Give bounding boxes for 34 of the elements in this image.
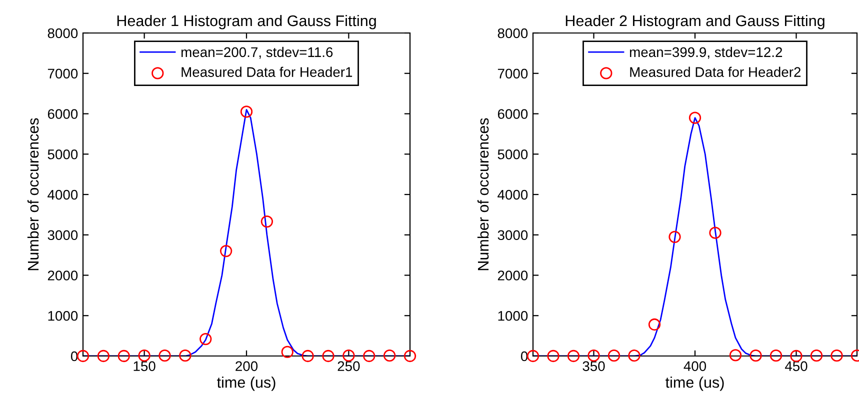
y-tick-label: 5000 bbox=[48, 149, 78, 160]
y-tick-label: 2000 bbox=[498, 270, 528, 280]
y-tick-label: 2000 bbox=[48, 270, 78, 280]
y-tick-label: 3000 bbox=[48, 230, 78, 240]
y-axis-title: Number of occurences bbox=[27, 118, 39, 270]
y-tick-label: 4000 bbox=[498, 190, 528, 200]
legend-label: Measured Data for Header1 bbox=[182, 66, 352, 77]
x-tick-label: 450 bbox=[784, 361, 808, 372]
y-tick-label: 0 bbox=[520, 351, 528, 362]
y-tick-label: 6000 bbox=[48, 109, 78, 119]
x-tick-label: 250 bbox=[338, 361, 360, 372]
chart-title: Header 1 Histogram and Gauss Fitting bbox=[117, 14, 376, 30]
y-tick-label: 3000 bbox=[498, 230, 528, 240]
y-tick-label: 7000 bbox=[498, 68, 528, 79]
x-tick-label: 400 bbox=[684, 361, 706, 372]
legend-label: mean=399.9, stdev=12.2 bbox=[630, 46, 782, 59]
legend-label: mean=200.7, stdev=11.6 bbox=[181, 46, 333, 59]
y-tick-label: 7000 bbox=[48, 68, 78, 79]
y-tick-label: 4000 bbox=[48, 190, 78, 200]
x-tick-label: 350 bbox=[582, 361, 605, 372]
x-axis-title: time (us) bbox=[666, 376, 724, 391]
y-tick-label: 6000 bbox=[498, 109, 528, 119]
y-tick-label: 1000 bbox=[48, 310, 78, 321]
legend-label: Measured Data for Header2 bbox=[630, 66, 801, 77]
y-tick-label: 0 bbox=[70, 351, 78, 362]
x-tick-label: 200 bbox=[236, 361, 258, 372]
y-axis-title: Number of occurences bbox=[477, 118, 489, 270]
y-tick-label: 8000 bbox=[48, 28, 78, 38]
x-axis-title: time (us) bbox=[217, 376, 276, 391]
chart-title: Header 2 Histogram and Gauss Fitting bbox=[566, 14, 824, 30]
y-tick-label: 1000 bbox=[498, 310, 528, 321]
x-tick-label: 150 bbox=[134, 361, 156, 372]
y-tick-label: 8000 bbox=[498, 28, 528, 38]
y-tick-label: 5000 bbox=[498, 149, 528, 160]
